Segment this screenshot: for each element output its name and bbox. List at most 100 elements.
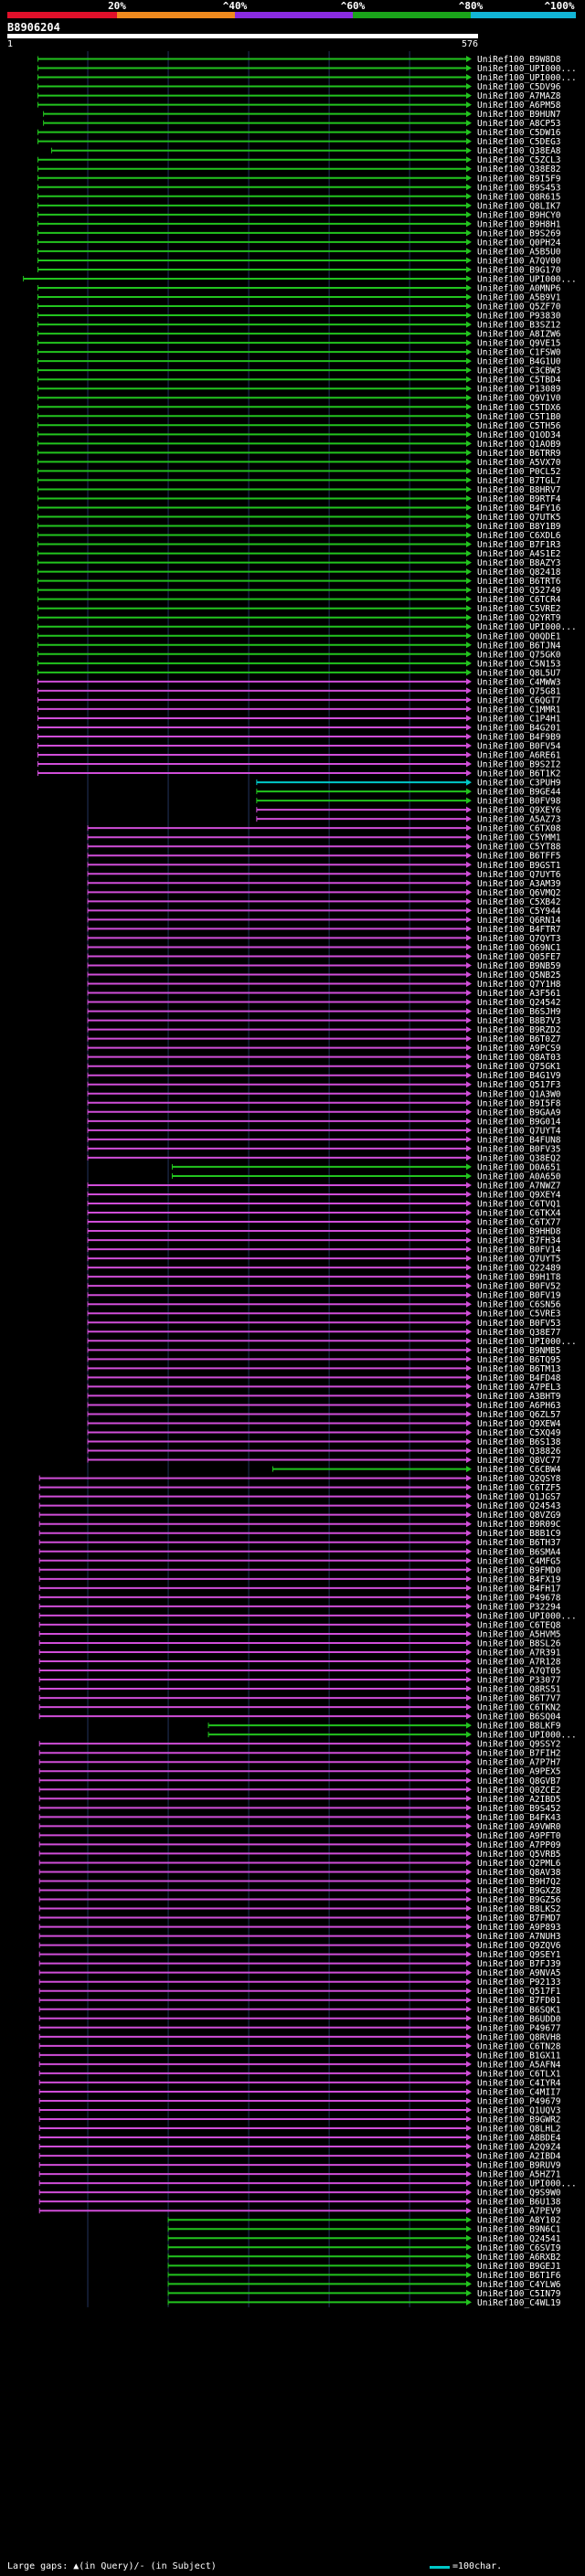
subject-label: UniRef100_Q9XEY4 bbox=[477, 1190, 561, 1200]
alignment-arrow bbox=[466, 56, 472, 62]
subject-label: UniRef100_A5HZ71 bbox=[477, 2170, 561, 2180]
alignment-arrow bbox=[466, 111, 472, 118]
subject-label: UniRef100_A0A650 bbox=[477, 1171, 561, 1182]
subject-label: UniRef100_B4FK43 bbox=[477, 1813, 561, 1823]
alignment-arrow bbox=[466, 1603, 472, 1610]
subject-label: UniRef100_Q2YRT9 bbox=[477, 613, 561, 623]
alignment-arrow bbox=[466, 1877, 472, 1884]
subject-label: UniRef100_B0FV35 bbox=[477, 1144, 561, 1154]
ruler-start-label: 1 bbox=[7, 39, 14, 49]
subject-label: UniRef100_C5DV96 bbox=[477, 82, 561, 92]
subject-label: UniRef100_A6PM58 bbox=[477, 101, 561, 111]
subject-label: UniRef100_B9FMD0 bbox=[477, 1565, 561, 1575]
alignment-arrow bbox=[466, 165, 472, 173]
subject-label: UniRef100_B8B7V3 bbox=[477, 1016, 561, 1026]
subject-label: UniRef100_A2IBD5 bbox=[477, 1795, 561, 1805]
subject-label: UniRef100_B9R09C bbox=[477, 1520, 561, 1530]
alignment-arrow bbox=[466, 669, 472, 676]
subject-label: UniRef100_B4FD48 bbox=[477, 1373, 561, 1383]
alignment-arrow bbox=[466, 1017, 472, 1024]
subject-label: UniRef100_Q05FE7 bbox=[477, 952, 561, 962]
subject-label: UniRef100_B7F1R3 bbox=[477, 540, 561, 550]
subject-label: UniRef100_C4YLW6 bbox=[477, 2280, 561, 2290]
subject-label: UniRef100_B7TGL7 bbox=[477, 476, 561, 486]
subject-label: UniRef100_B7FD01 bbox=[477, 1996, 561, 2006]
alignment-arrow bbox=[466, 1373, 472, 1381]
alignment-arrow bbox=[466, 138, 472, 145]
alignment-arrow bbox=[466, 605, 472, 612]
alignment-arrow bbox=[466, 1795, 472, 1802]
subject-label: UniRef100_B9GZ56 bbox=[477, 1895, 561, 1905]
subject-label: UniRef100_B9S453 bbox=[477, 183, 561, 193]
alignment-arrow bbox=[466, 2280, 472, 2287]
subject-label: UniRef100_Q8VC77 bbox=[477, 1456, 561, 1466]
alignment-arrow bbox=[466, 1997, 472, 2004]
alignment-arrow bbox=[466, 2225, 472, 2232]
alignment-arrow bbox=[466, 1859, 472, 1866]
alignment-arrow bbox=[466, 2070, 472, 2077]
alignment-arrow bbox=[466, 430, 472, 438]
alignment-arrow bbox=[466, 879, 472, 886]
alignment-arrow bbox=[466, 1676, 472, 1683]
ruler-end-label: 576 bbox=[462, 39, 479, 49]
alignment-arrow bbox=[466, 458, 472, 465]
subject-label: UniRef100_P33077 bbox=[477, 1676, 561, 1686]
alignment-arrow bbox=[466, 120, 472, 127]
alignment-arrow bbox=[466, 394, 472, 401]
subject-label: UniRef100_Q8R615 bbox=[477, 192, 561, 202]
subject-label: UniRef100_Q52749 bbox=[477, 586, 561, 596]
alignment-arrow bbox=[466, 2134, 472, 2141]
alignment-arrow bbox=[466, 1722, 472, 1729]
scale-label: 20% bbox=[108, 0, 126, 12]
subject-label: UniRef100_Q1OD34 bbox=[477, 430, 561, 440]
subject-label: UniRef100_C5DEG3 bbox=[477, 137, 561, 147]
alignment-arrow bbox=[466, 1786, 472, 1793]
alignment-arrow bbox=[466, 952, 472, 959]
alignment-arrow bbox=[466, 2161, 472, 2168]
subject-label: UniRef100_UPI000... bbox=[477, 1731, 577, 1741]
subject-label: UniRef100_Q22489 bbox=[477, 1264, 561, 1274]
alignment-arrow bbox=[466, 1594, 472, 1601]
alignment-arrow bbox=[466, 596, 472, 603]
subject-label: UniRef100_Q9VE15 bbox=[477, 339, 561, 349]
alignment-arrow bbox=[466, 1639, 472, 1647]
alignment-arrow bbox=[466, 1163, 472, 1171]
subject-label: UniRef100_C6TX08 bbox=[477, 824, 561, 834]
alignment-arrow bbox=[466, 92, 472, 100]
subject-label: UniRef100_C5IN79 bbox=[477, 2289, 561, 2299]
alignment-arrow bbox=[466, 1548, 472, 1555]
subject-label: UniRef100_C6TEQ8 bbox=[477, 1620, 561, 1630]
alignment-arrow bbox=[466, 2298, 472, 2306]
subject-label: UniRef100_B9G014 bbox=[477, 1117, 561, 1127]
alignment-arrow bbox=[466, 321, 472, 328]
subject-label: UniRef100_A7R391 bbox=[477, 1648, 561, 1658]
alignment-arrow bbox=[466, 2051, 472, 2059]
alignment-arrow bbox=[466, 1942, 472, 1949]
alignment-arrow bbox=[466, 175, 472, 182]
subject-label: UniRef100_C4WL19 bbox=[477, 2298, 561, 2308]
alignment-arrow bbox=[466, 1868, 472, 1875]
alignment-arrow bbox=[466, 2216, 472, 2223]
alignment-arrow bbox=[466, 1383, 472, 1390]
alignment-arrow bbox=[466, 870, 472, 877]
subject-label: UniRef100_UPI000... bbox=[477, 64, 577, 74]
alignment-arrow bbox=[466, 284, 472, 292]
alignment-arrow bbox=[466, 1933, 472, 1940]
subject-label: UniRef100_B0FV53 bbox=[477, 1319, 561, 1329]
subject-label: UniRef100_Q1UQV3 bbox=[477, 2105, 561, 2115]
alignment-arrow bbox=[466, 1447, 472, 1455]
alignment-arrow bbox=[466, 1429, 472, 1436]
scale-segment bbox=[7, 12, 117, 18]
subject-label: UniRef100_B9G170 bbox=[477, 265, 561, 275]
subject-label: UniRef100_C5YMM1 bbox=[477, 833, 561, 843]
subject-label: UniRef100_A5VX70 bbox=[477, 458, 561, 468]
alignment-arrow bbox=[466, 1951, 472, 1958]
subject-label: UniRef100_B9H8H1 bbox=[477, 219, 561, 229]
subject-label: UniRef100_A9VWR0 bbox=[477, 1822, 561, 1832]
alignment-arrow bbox=[466, 220, 472, 228]
alignment-arrow bbox=[466, 1273, 472, 1280]
alignment-arrow bbox=[466, 1410, 472, 1417]
alignment-arrow bbox=[466, 1291, 472, 1299]
alignment-arrow bbox=[466, 385, 472, 392]
subject-label: UniRef100_Q8LHL2 bbox=[477, 2125, 561, 2135]
